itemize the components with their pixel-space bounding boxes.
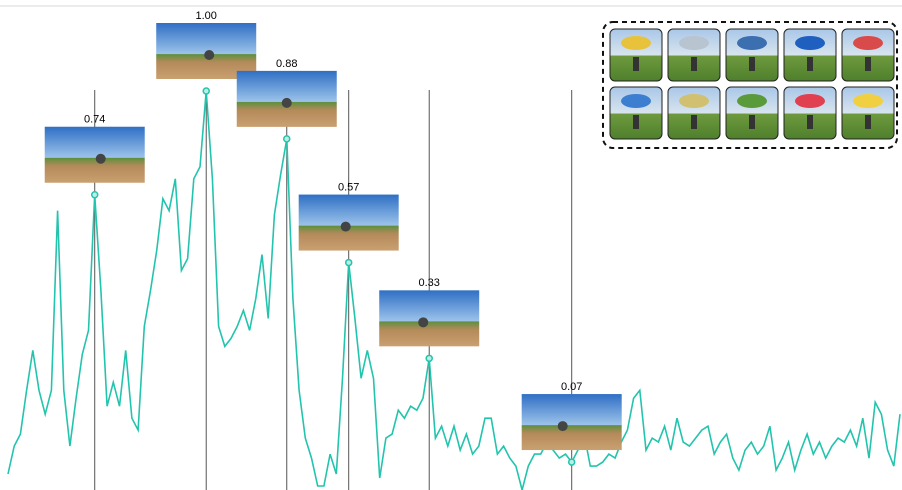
value-label: 0.07 xyxy=(561,381,582,393)
grid-canopy xyxy=(737,94,767,108)
summary-grid xyxy=(602,21,898,149)
thumbnail-figure xyxy=(204,50,215,60)
highlight-point xyxy=(283,135,291,143)
value-label: 0.88 xyxy=(276,58,297,70)
thumbnail-figure xyxy=(418,317,429,328)
thumbnail-image xyxy=(44,126,145,183)
grid-figure xyxy=(691,115,697,129)
grid-canopy xyxy=(621,36,651,50)
value-label: 0.33 xyxy=(419,277,440,289)
thumbnail: 0.33 xyxy=(379,277,480,347)
grid-canopy xyxy=(853,36,883,50)
grid-figure xyxy=(633,115,639,129)
highlight-point xyxy=(202,87,210,95)
grid-figure xyxy=(865,57,871,71)
grid-figure xyxy=(749,57,755,71)
value-label: 0.74 xyxy=(84,114,105,126)
grid-canopy xyxy=(853,94,883,108)
grid-canopy xyxy=(679,36,709,50)
highlight-point xyxy=(344,258,353,267)
highlight-point xyxy=(90,190,99,199)
thumbnail-image xyxy=(521,394,622,451)
grid-figure xyxy=(749,115,755,129)
highlight-point xyxy=(567,458,576,466)
value-label: 0.57 xyxy=(338,181,359,193)
thumbnail: 1.00 xyxy=(156,10,257,79)
grid-figure xyxy=(807,115,813,129)
value-label: 1.00 xyxy=(196,10,217,22)
grid-figure xyxy=(865,115,871,129)
thumbnail-figure xyxy=(340,221,351,232)
grid-canopy xyxy=(795,94,825,108)
grid-canopy xyxy=(621,94,651,108)
grid-canopy xyxy=(679,94,709,108)
thumbnail-figure xyxy=(557,421,568,432)
grid-figure xyxy=(807,57,813,71)
thumbnail: 0.88 xyxy=(236,58,337,127)
thumbnail: 0.74 xyxy=(44,114,145,183)
grid-canopy xyxy=(737,36,767,50)
thumbnail: 0.57 xyxy=(298,181,399,251)
line-series xyxy=(7,90,901,490)
grid-figure xyxy=(633,57,639,71)
highlight-point xyxy=(425,354,433,363)
grid-figure xyxy=(691,57,697,71)
thumbnail-figure xyxy=(281,97,292,108)
thumbnail-figure xyxy=(95,153,106,164)
thumbnail-image xyxy=(379,290,480,347)
thumbnail: 0.07 xyxy=(521,381,622,451)
grid-canopy xyxy=(795,36,825,50)
